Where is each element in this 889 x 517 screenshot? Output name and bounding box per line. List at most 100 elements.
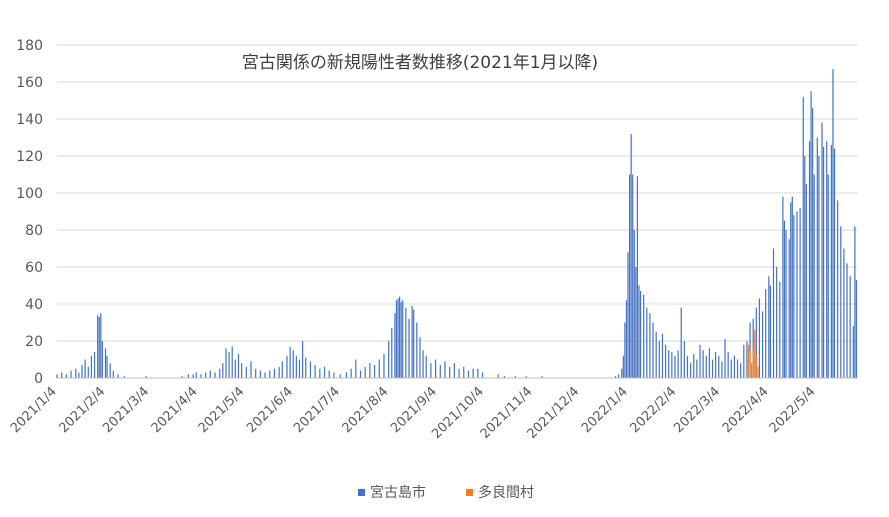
- bar-miyakojima: [830, 144, 833, 378]
- bar-miyakojima: [472, 368, 474, 378]
- bar-miyakojima: [100, 313, 102, 378]
- bar-miyakojima: [658, 341, 660, 378]
- bar-miyakojima: [813, 174, 815, 378]
- bar-miyakojima: [630, 133, 632, 378]
- legend-label-miyakojima: 宮古島市: [370, 484, 426, 501]
- bar-miyakojima: [632, 174, 634, 378]
- bar-miyakojima: [614, 376, 617, 378]
- bar-miyakojima: [302, 341, 304, 378]
- bar-miyakojima: [65, 374, 67, 378]
- bar-miyakojima: [646, 307, 648, 378]
- bar-miyakojima: [636, 176, 639, 378]
- bar-miyakojima: [782, 196, 784, 378]
- y-tick-label: 40: [25, 297, 43, 313]
- bar-miyakojima: [733, 355, 736, 378]
- bar-miyakojima: [785, 230, 787, 378]
- bar-miyakojima: [776, 267, 778, 378]
- bar-miyakojima: [402, 300, 404, 378]
- bar-miyakojima: [514, 376, 516, 378]
- bar-miyakojima: [192, 374, 194, 378]
- y-tick-label: 20: [25, 334, 43, 350]
- bar-miyakojima: [702, 350, 704, 378]
- bar-miyakojima: [818, 156, 820, 378]
- bar-miyakojima: [481, 372, 484, 378]
- bar-miyakojima: [359, 370, 362, 378]
- bar-miyakojima: [699, 344, 701, 378]
- bar-miyakojima: [690, 363, 692, 378]
- bar-miyakojima: [852, 326, 854, 378]
- x-tick-label: 2022/4/4: [720, 384, 772, 436]
- bar-miyakojima: [255, 368, 257, 378]
- bar-taramason: [754, 329, 756, 378]
- bar-miyakojima: [187, 374, 190, 378]
- bar-taramason: [751, 363, 753, 378]
- bar-miyakojima: [305, 357, 307, 378]
- x-tick-label: 2021/5/4: [196, 384, 248, 436]
- x-tick-label: 2021/1/4: [8, 384, 60, 436]
- bar-miyakojima: [683, 341, 685, 378]
- bar-miyakojima: [467, 370, 470, 378]
- bar-miyakojima: [56, 374, 58, 378]
- bar-miyakojima: [721, 361, 723, 378]
- bar-layer: [56, 69, 858, 379]
- y-tick-label: 140: [16, 112, 43, 128]
- bar-miyakojima: [411, 305, 413, 378]
- bar-miyakojima: [627, 252, 629, 378]
- bar-miyakojima: [849, 276, 851, 378]
- bar-miyakojima: [788, 239, 790, 378]
- y-tick-label: 60: [25, 260, 43, 276]
- bar-miyakojima: [783, 220, 786, 378]
- bar-miyakojima: [655, 331, 657, 378]
- bar-miyakojima: [78, 372, 80, 378]
- bar-miyakojima: [222, 363, 224, 378]
- bar-miyakojima: [821, 122, 823, 378]
- bar-miyakojima: [727, 352, 729, 378]
- bar-miyakojima: [790, 202, 792, 378]
- y-tick-label: 0: [34, 371, 43, 387]
- legend: 宮古島市 多良間村: [358, 484, 534, 501]
- bar-miyakojima: [826, 141, 828, 378]
- bar-miyakojima: [664, 344, 667, 378]
- y-tick-label: 80: [25, 223, 43, 239]
- bar-miyakojima: [708, 348, 710, 378]
- bar-miyakojima: [109, 363, 111, 378]
- bar-miyakojima: [405, 307, 407, 378]
- bar-miyakojima: [652, 322, 654, 378]
- bar-miyakojima: [295, 355, 297, 378]
- bar-miyakojima: [802, 96, 804, 379]
- grid-layer: [57, 44, 858, 342]
- bar-miyakojima: [214, 372, 216, 378]
- bar-miyakojima: [373, 365, 376, 378]
- bar-miyakojima: [434, 359, 437, 378]
- bar-miyakojima: [639, 291, 642, 378]
- bar-miyakojima: [416, 322, 418, 378]
- bar-miyakojima: [112, 370, 114, 378]
- bar-miyakojima: [621, 368, 623, 378]
- bar-miyakojima: [804, 156, 806, 378]
- bar-miyakojima: [195, 372, 197, 378]
- bar-miyakojima: [730, 359, 732, 378]
- bar-miyakojima: [408, 318, 410, 378]
- bar-miyakojima: [755, 307, 757, 378]
- bar-miyakojima: [101, 341, 103, 378]
- bar-miyakojima: [628, 174, 631, 378]
- bar-miyakojima: [339, 374, 341, 378]
- bar-miyakojima: [799, 207, 801, 378]
- bar-miyakojima: [674, 355, 676, 378]
- bar-miyakojima: [618, 374, 620, 378]
- bar-miyakojima: [87, 366, 89, 378]
- x-tick-label: 2021/7/4: [291, 384, 343, 436]
- bar-miyakojima: [84, 359, 86, 378]
- bar-miyakojima: [705, 355, 707, 378]
- bar-miyakojima: [425, 355, 427, 378]
- bar-miyakojima: [422, 350, 424, 378]
- bar-miyakojima: [245, 366, 247, 378]
- bar-miyakojima: [391, 328, 393, 378]
- bar-miyakojima: [439, 365, 441, 378]
- x-tick-label: 2022/2/4: [627, 384, 679, 436]
- bar-miyakojima: [123, 376, 125, 378]
- bar-miyakojima: [400, 302, 402, 378]
- bar-miyakojima: [840, 226, 842, 378]
- legend-swatch-taramason: [466, 489, 473, 496]
